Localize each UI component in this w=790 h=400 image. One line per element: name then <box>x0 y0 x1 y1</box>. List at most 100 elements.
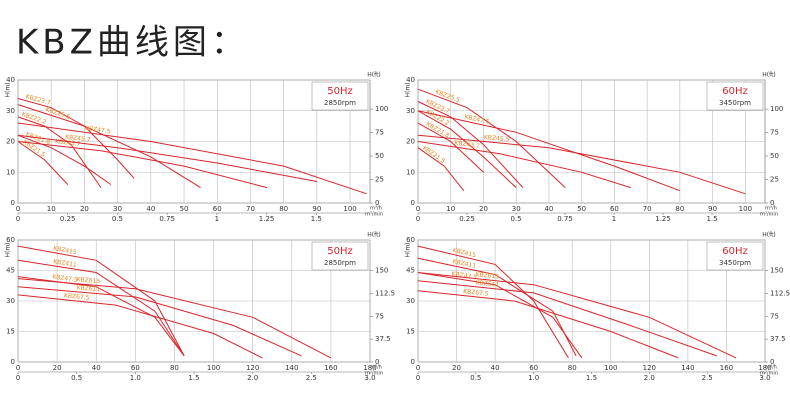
curve <box>17 278 332 359</box>
chart-title: 50Hz <box>327 86 353 97</box>
curve <box>17 286 302 357</box>
x-tick-label: 60 <box>213 205 222 213</box>
x-tick-label: 80 <box>279 205 288 213</box>
chart-subtitle: 2850rpm <box>324 99 356 107</box>
y-tick-label: 60 <box>406 236 415 244</box>
y-tick-label: 15 <box>406 328 415 336</box>
x2-tick-label: 1.5 <box>188 374 199 382</box>
x2-tick-label: 0.5 <box>112 215 123 223</box>
y2-tick-label: 100 <box>770 105 783 113</box>
y2-tick-label: 0 <box>770 358 774 366</box>
x-tick-label: 40 <box>491 364 500 372</box>
curve <box>417 88 566 188</box>
x2-tick-label: 1.5 <box>706 215 717 223</box>
y-tick-label: 30 <box>6 297 15 305</box>
curve-label: KBZ67.5 <box>64 292 90 302</box>
chart-subtitle: 3450rpm <box>719 259 751 267</box>
x2-tick-label: 0 <box>416 215 420 223</box>
curve <box>417 272 583 359</box>
x2-tick-label: 0.75 <box>557 215 573 223</box>
y2-tick-label: 0 <box>375 358 379 366</box>
x-tick-label: 70 <box>246 205 255 213</box>
curve <box>417 134 746 195</box>
curve-label: KBZ43.7 <box>55 138 81 148</box>
curve <box>417 101 524 188</box>
x-tick-label: 100 <box>604 364 617 372</box>
x-tick-label: 120 <box>643 364 656 372</box>
y-tick-label: 10 <box>406 168 415 176</box>
y2-axis-label: H(ft) <box>762 232 776 239</box>
x2-tick-label: 1.0 <box>130 374 141 382</box>
x-tick-label: 0 <box>16 205 20 213</box>
x-tick-label: 30 <box>512 205 521 213</box>
y-tick-label: 45 <box>6 267 15 275</box>
y-tick-label: 30 <box>406 107 415 115</box>
x2-tick-label: 1.25 <box>259 215 275 223</box>
x2-tick-label: 3.0 <box>364 374 375 382</box>
y-tick-label: 10 <box>6 168 15 176</box>
curve <box>417 110 681 192</box>
y-axis-label: H(m) <box>5 242 12 257</box>
x2-tick-label: 0.25 <box>60 215 76 223</box>
chart-title: 60Hz <box>722 86 748 97</box>
x-tick-label: 160 <box>720 364 733 372</box>
x-tick-label: 70 <box>643 205 652 213</box>
curve-label: KBZ47.5 <box>85 125 111 135</box>
curve <box>17 294 263 359</box>
curve <box>417 147 465 192</box>
x-tick-label: 20 <box>80 205 89 213</box>
y-tick-label: 20 <box>6 138 15 146</box>
y2-axis-label: H(ft) <box>367 232 381 239</box>
y2-tick-label: 37.5 <box>375 335 391 343</box>
y-tick-label: 15 <box>6 328 15 336</box>
curve <box>417 280 717 357</box>
y-tick-label: 40 <box>406 76 415 84</box>
curve-label: KBZ47.5 <box>52 274 78 284</box>
x-tick-label: 20 <box>53 364 62 372</box>
y-tick-label: 40 <box>6 76 15 84</box>
x-tick-label: 100 <box>739 205 752 213</box>
curve <box>417 110 517 188</box>
curve <box>417 141 631 189</box>
curve-label: KBZ615 <box>475 271 499 280</box>
curve <box>417 272 737 359</box>
x-tick-label: 80 <box>675 205 684 213</box>
x2-tick-label: 1.25 <box>655 215 671 223</box>
y2-tick-label: 150 <box>375 267 388 275</box>
chart-subtitle: 3450rpm <box>719 99 751 107</box>
curve <box>17 122 367 195</box>
y-axis-label: H(m) <box>405 242 412 257</box>
x2-tick-label: 3.0 <box>759 374 770 382</box>
y-tick-label: 60 <box>6 236 15 244</box>
x-tick-label: 80 <box>170 364 179 372</box>
x2-axis-label: m³/min <box>365 371 383 377</box>
x2-tick-label: 1.5 <box>586 374 597 382</box>
chart-title: 60Hz <box>722 246 748 257</box>
x-tick-label: 0 <box>416 205 420 213</box>
curve <box>17 141 268 189</box>
x-tick-label: 60 <box>529 364 538 372</box>
x-tick-label: 90 <box>312 205 321 213</box>
curve-label: KBZ25.5 <box>45 106 72 121</box>
curve <box>17 245 185 357</box>
x2-tick-label: 2.0 <box>247 374 258 382</box>
y2-tick-label: 75 <box>770 312 779 320</box>
x2-axis-label: m³/min <box>760 371 778 377</box>
curve-label: KBZ415 <box>53 245 78 256</box>
x-axis-label: m³/h <box>370 206 382 212</box>
curve <box>17 116 102 188</box>
y2-axis-label: H(ft) <box>367 72 381 79</box>
y-axis-label: H(m) <box>5 82 12 97</box>
x-tick-label: 180 <box>758 364 771 372</box>
y2-tick-label: 112.5 <box>770 289 790 297</box>
x-tick-label: 100 <box>207 364 220 372</box>
x-tick-label: 40 <box>146 205 155 213</box>
x-tick-label: 40 <box>92 364 101 372</box>
y-tick-label: 0 <box>411 199 415 207</box>
x-tick-label: 50 <box>180 205 189 213</box>
x-tick-label: 140 <box>681 364 694 372</box>
x2-tick-label: 2.5 <box>306 374 317 382</box>
curve-label: KBZ43.7 <box>454 140 480 151</box>
y-tick-label: 0 <box>11 199 15 207</box>
